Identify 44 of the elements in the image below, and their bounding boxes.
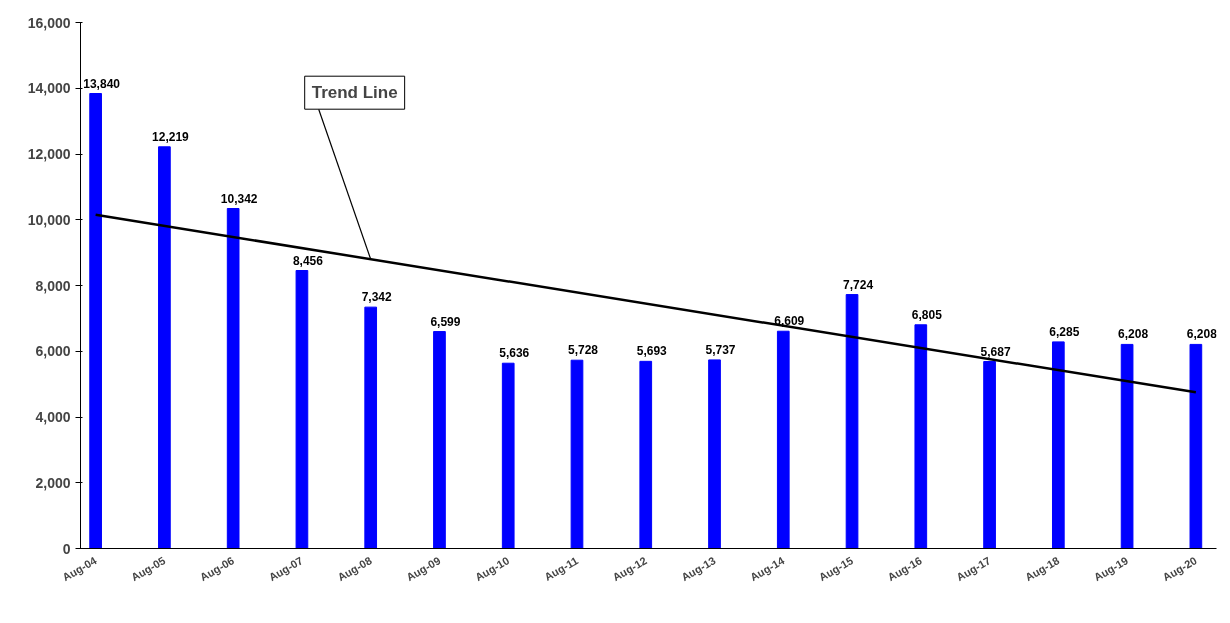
- data-label: 6,208: [1118, 327, 1149, 342]
- bar: [295, 270, 309, 549]
- data-label: 6,285: [1049, 324, 1080, 339]
- y-tick-label: 10,000: [27, 211, 71, 228]
- data-label: 5,636: [499, 346, 530, 361]
- data-label: 6,805: [911, 307, 943, 322]
- bar: [1189, 343, 1203, 549]
- data-label: 6,609: [774, 314, 805, 329]
- bar: [983, 361, 996, 549]
- data-label: 7,342: [361, 290, 393, 305]
- y-tick-label: 12,000: [27, 146, 71, 162]
- bar: [226, 208, 240, 549]
- y-tick-label: 2,000: [35, 474, 71, 491]
- bar: [433, 331, 446, 549]
- bar: [570, 359, 584, 549]
- data-label: 10,342: [220, 191, 258, 206]
- data-label: 8,456: [292, 253, 324, 268]
- bar: [1052, 341, 1065, 549]
- data-label: 6,208: [1186, 327, 1218, 342]
- bar: [845, 294, 859, 549]
- bar: [1120, 343, 1134, 549]
- bar: [914, 324, 928, 549]
- data-label: 5,737: [705, 342, 736, 357]
- bar: [501, 362, 515, 549]
- y-tick-label: 16,000: [27, 14, 71, 31]
- bar: [364, 306, 378, 549]
- bar: [708, 359, 721, 549]
- y-tick-label: 0: [62, 540, 71, 557]
- data-label: 12,219: [152, 129, 190, 144]
- data-label: 13,840: [83, 76, 121, 91]
- data-label: 5,728: [567, 343, 599, 358]
- bar: [89, 93, 102, 549]
- y-tick-label: 8,000: [35, 277, 71, 294]
- bar: [158, 146, 171, 549]
- y-tick-label: 14,000: [27, 80, 71, 97]
- annotation: Trend Line: [311, 83, 398, 103]
- data-label: 7,724: [843, 277, 874, 292]
- y-tick-label: 6,000: [35, 343, 71, 360]
- data-label: 6,599: [430, 314, 461, 329]
- bar: [639, 360, 653, 549]
- y-tick-label: 4,000: [35, 409, 71, 425]
- data-label: 5,693: [636, 344, 668, 359]
- bar: [776, 330, 790, 549]
- data-label: 5,687: [980, 344, 1011, 359]
